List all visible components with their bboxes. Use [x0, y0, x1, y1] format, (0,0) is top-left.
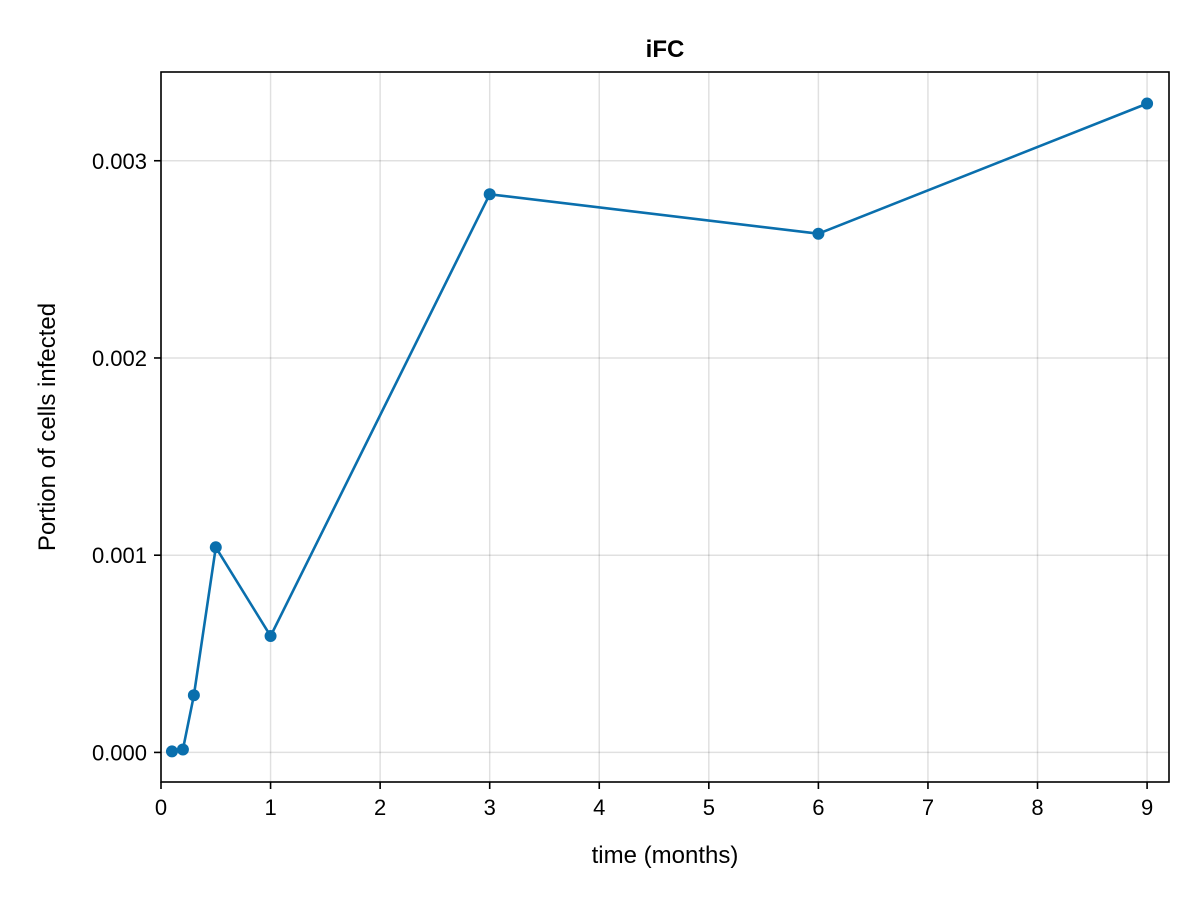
data-point: [812, 227, 825, 240]
x-tick-label: 6: [812, 795, 824, 820]
x-tick-label: 3: [484, 795, 496, 820]
x-tick-label: 0: [155, 795, 167, 820]
y-axis: 0.000 0.001 0.002 0.003: [92, 149, 161, 765]
data-point: [264, 630, 277, 643]
plot-frame: [160, 71, 1170, 783]
x-tick-label: 9: [1141, 795, 1153, 820]
x-tick-label: 2: [374, 795, 386, 820]
chart-title: iFC: [646, 36, 685, 63]
x-axis-label: time (months): [592, 842, 739, 869]
data-point: [187, 689, 200, 702]
grid: [160, 72, 1169, 782]
data-point: [483, 188, 496, 201]
x-tick-label: 4: [593, 795, 605, 820]
x-tick-label: 5: [703, 795, 715, 820]
x-tick-label: 7: [922, 795, 934, 820]
data-point: [1141, 97, 1154, 110]
y-tick-label: 0.000: [92, 740, 147, 765]
series-line: [171, 102, 1148, 753]
data-point: [165, 745, 178, 758]
data-point: [176, 743, 189, 756]
series-layer: [165, 97, 1154, 758]
x-tick-label: 8: [1031, 795, 1043, 820]
x-tick-label: 1: [264, 795, 276, 820]
y-tick-label: 0.002: [92, 346, 147, 371]
x-axis: 0 1 2 3 4 5 6 7 8 9: [155, 782, 1153, 820]
y-tick-label: 0.003: [92, 149, 147, 174]
y-axis-label: Portion of cells infected: [34, 303, 61, 551]
y-tick-label: 0.001: [92, 543, 147, 568]
data-point: [209, 541, 222, 554]
